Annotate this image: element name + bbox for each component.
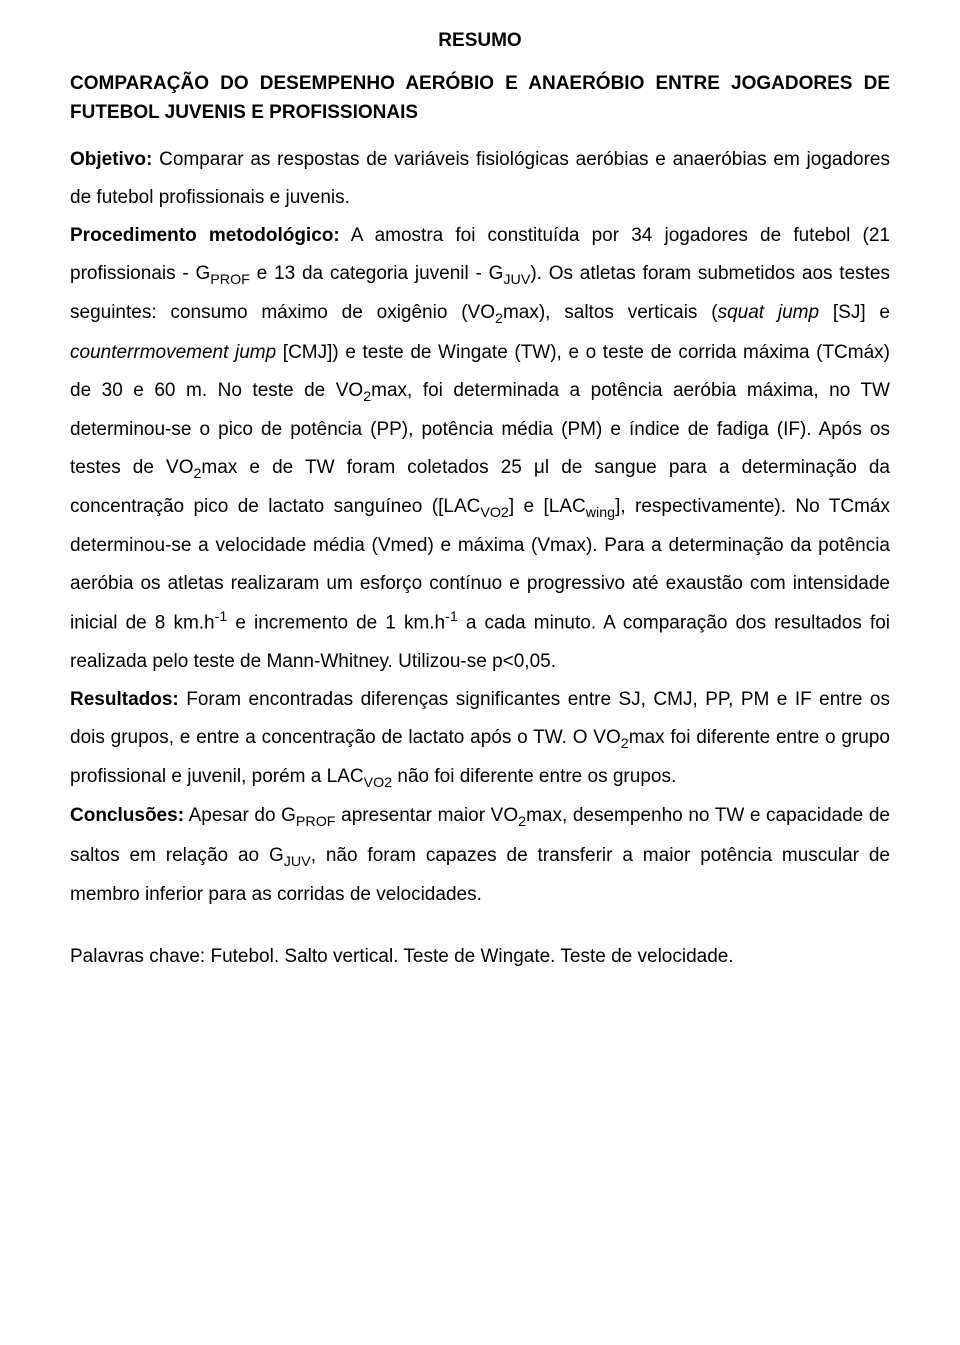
proc-i2: counterrmovement jump (70, 342, 276, 363)
conc-sub-juv: JUV (284, 854, 311, 870)
res-t3: não foi diferente entre os grupos. (392, 766, 676, 787)
document-subtitle: COMPARAÇÃO DO DESEMPENHO AERÓBIO E ANAER… (70, 70, 890, 127)
conc-t1: Apesar do G (184, 805, 296, 826)
resultados-paragraph: Resultados: Foram encontradas diferenças… (70, 681, 890, 798)
keywords-paragraph: Palavras chave: Futebol. Salto vertical.… (70, 938, 890, 976)
proc-sub2-a: 2 (495, 311, 503, 327)
proc-sub-vo2: VO2 (480, 505, 509, 521)
proc-t11: e incremento de 1 km.h (227, 613, 445, 634)
proc-t4: max), saltos verticais ( (503, 302, 718, 323)
proc-t5: [SJ] e (819, 302, 890, 323)
procedimento-label: Procedimento metodológico: (70, 225, 340, 246)
proc-sup-b: -1 (445, 609, 458, 625)
conc-sub-prof: PROF (296, 814, 336, 830)
resultados-label: Resultados: (70, 689, 179, 710)
keywords-label: Palavras chave: (70, 946, 205, 967)
conclusoes-paragraph: Conclusões: Apesar do GPROF apresentar m… (70, 797, 890, 914)
conclusoes-label: Conclusões: (70, 805, 184, 826)
conc-sub2: 2 (518, 814, 526, 830)
objetivo-paragraph: Objetivo: Comparar as respostas de variá… (70, 141, 890, 217)
objetivo-text: Comparar as respostas de variáveis fisio… (70, 149, 890, 208)
res-sub2: 2 (621, 736, 629, 752)
proc-sup-a: -1 (215, 609, 228, 625)
resumo-title: RESUMO (70, 30, 890, 52)
keywords-text: Futebol. Salto vertical. Teste de Wingat… (205, 946, 733, 967)
proc-sub-juv: JUV (503, 272, 530, 288)
proc-sub-prof: PROF (210, 272, 250, 288)
procedimento-paragraph: Procedimento metodológico: A amostra foi… (70, 217, 890, 681)
proc-sub2-b: 2 (363, 388, 371, 404)
objetivo-label: Objetivo: (70, 149, 152, 170)
proc-t9: ] e [LAC (509, 496, 586, 517)
conc-t2: apresentar maior VO (336, 805, 519, 826)
proc-i1: squat jump (718, 302, 819, 323)
proc-t2: e 13 da categoria juvenil - G (250, 263, 504, 284)
res-sub-vo2: VO2 (364, 775, 393, 791)
proc-sub-wing: wing (586, 505, 615, 521)
